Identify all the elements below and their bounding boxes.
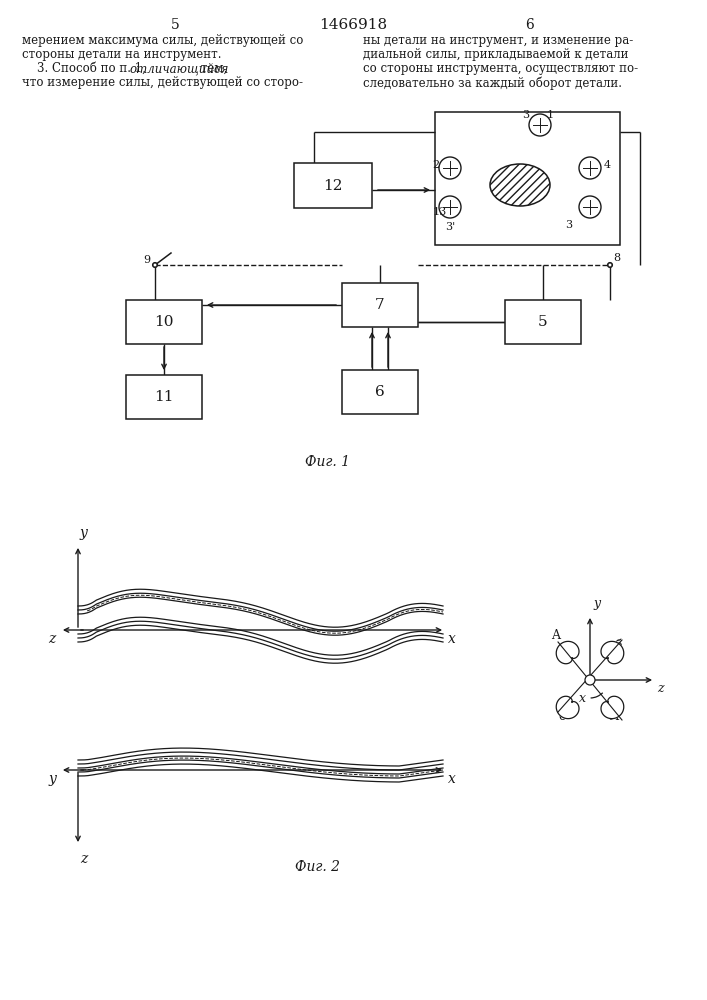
- Polygon shape: [601, 641, 624, 664]
- Circle shape: [153, 263, 157, 267]
- Text: что измерение силы, действующей со сторо-: что измерение силы, действующей со сторо…: [22, 76, 303, 89]
- Text: тем,: тем,: [197, 62, 227, 75]
- Text: 5: 5: [538, 315, 548, 329]
- Text: x: x: [448, 632, 456, 646]
- Text: Фиг. 1: Фиг. 1: [305, 455, 350, 469]
- Text: 3: 3: [522, 110, 529, 120]
- Text: 8: 8: [613, 253, 620, 263]
- Text: 2: 2: [432, 160, 439, 170]
- Bar: [505, 300, 581, 344]
- Text: x: x: [448, 772, 456, 786]
- Polygon shape: [556, 641, 579, 664]
- Circle shape: [607, 262, 612, 267]
- Circle shape: [608, 263, 612, 267]
- Text: A: A: [551, 629, 561, 642]
- Text: φ: φ: [608, 639, 617, 652]
- Circle shape: [439, 196, 461, 218]
- Ellipse shape: [490, 164, 550, 206]
- Text: 7: 7: [375, 298, 385, 312]
- Text: б: б: [559, 710, 566, 723]
- Text: 6: 6: [375, 385, 385, 399]
- Text: x: x: [578, 692, 585, 705]
- Text: Фиг. 2: Фиг. 2: [295, 860, 340, 874]
- Text: z: z: [48, 632, 56, 646]
- Text: 6: 6: [525, 18, 534, 32]
- Text: A: A: [609, 710, 619, 723]
- Text: 3: 3: [565, 220, 572, 230]
- Text: z: z: [80, 852, 87, 866]
- Polygon shape: [601, 696, 624, 719]
- Text: отличающийся: отличающийся: [129, 62, 228, 75]
- Bar: [294, 163, 372, 208]
- Circle shape: [439, 157, 461, 179]
- Text: 3': 3': [445, 222, 455, 232]
- Text: 9: 9: [143, 255, 150, 265]
- Polygon shape: [556, 696, 579, 719]
- Text: со стороны инструмента, осуществляют по-: со стороны инструмента, осуществляют по-: [363, 62, 638, 75]
- Text: 1: 1: [547, 110, 554, 120]
- Bar: [126, 300, 202, 344]
- Bar: [126, 375, 202, 419]
- Text: y: y: [48, 772, 56, 786]
- Circle shape: [579, 157, 601, 179]
- Text: ны детали на инструмент, и изменение ра-: ны детали на инструмент, и изменение ра-: [363, 34, 633, 47]
- Bar: [342, 370, 418, 414]
- Text: 3. Способ по п. 1,: 3. Способ по п. 1,: [22, 62, 150, 75]
- Bar: [342, 283, 418, 327]
- Text: диальной силы, прикладываемой к детали: диальной силы, прикладываемой к детали: [363, 48, 629, 61]
- Text: 1466918: 1466918: [319, 18, 387, 32]
- Circle shape: [579, 196, 601, 218]
- Text: y: y: [593, 597, 600, 610]
- Text: 10: 10: [154, 315, 174, 329]
- Text: следовательно за каждый оборот детали.: следовательно за каждый оборот детали.: [363, 76, 622, 90]
- Text: 4: 4: [604, 160, 611, 170]
- Circle shape: [153, 262, 158, 267]
- Circle shape: [585, 675, 595, 685]
- Text: 5: 5: [170, 18, 180, 32]
- Text: 11: 11: [154, 390, 174, 404]
- Text: б: б: [614, 639, 621, 652]
- Bar: [435, 112, 620, 245]
- Text: 12: 12: [323, 178, 343, 192]
- Text: стороны детали на инструмент.: стороны детали на инструмент.: [22, 48, 221, 61]
- Text: 13: 13: [433, 207, 448, 217]
- Text: z: z: [657, 682, 664, 695]
- Text: y: y: [80, 526, 88, 540]
- Circle shape: [529, 114, 551, 136]
- Text: мерением максимума силы, действующей со: мерением максимума силы, действующей со: [22, 34, 303, 47]
